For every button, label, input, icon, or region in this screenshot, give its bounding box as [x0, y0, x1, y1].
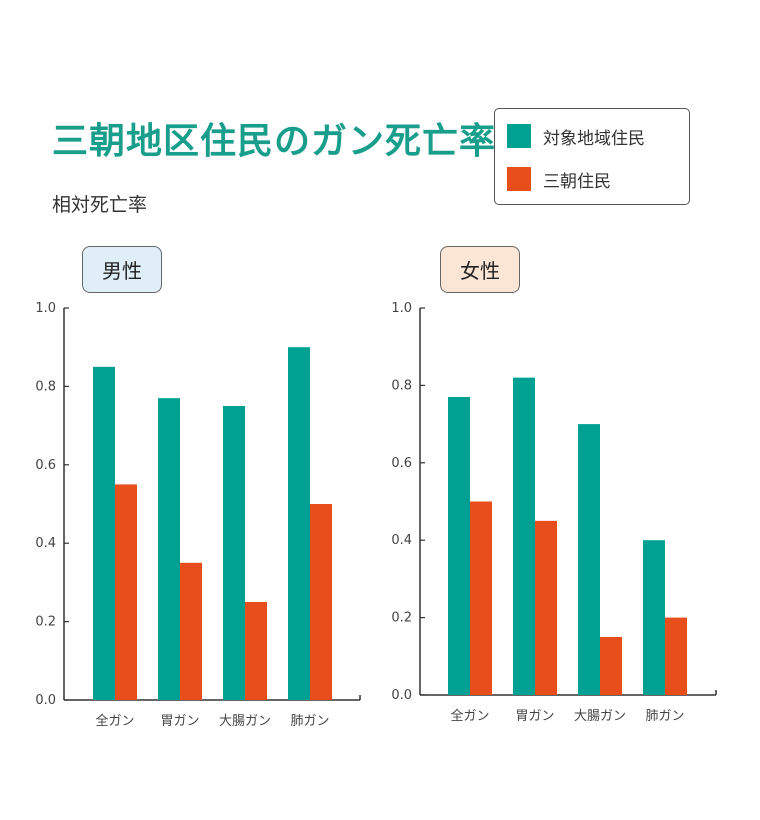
x-category-label: 肺ガン: [290, 714, 329, 729]
bar-target-residents: [93, 366, 115, 700]
y-tick-label: 0.8: [35, 379, 56, 394]
legend-label: 対象地域住民: [543, 128, 645, 149]
bar-target-residents: [448, 397, 470, 695]
chart-subtitle: 相対死亡率: [52, 194, 148, 216]
x-category-label: 大腸ガン: [574, 709, 626, 724]
y-tick-label: 0.4: [391, 533, 412, 548]
bar-target-residents: [643, 540, 665, 695]
bar-misasa-residents: [245, 602, 267, 700]
bar-misasa-residents: [665, 617, 687, 695]
x-category-label: 肺ガン: [645, 709, 684, 724]
bar-misasa-residents: [600, 636, 622, 695]
y-tick-label: 0.2: [35, 615, 56, 630]
x-category-label: 胃ガン: [160, 714, 199, 729]
y-tick-label: 0.2: [391, 611, 412, 626]
y-tick-label: 0.4: [35, 536, 56, 551]
bar-target-residents: [288, 347, 310, 700]
bar-misasa-residents: [115, 484, 137, 700]
bar-target-residents: [513, 377, 535, 695]
x-category-label: 胃ガン: [515, 709, 554, 724]
bar-misasa-residents: [470, 501, 492, 695]
y-tick-label: 0.0: [391, 688, 412, 703]
panel-badge-male: 男性: [82, 246, 162, 293]
legend: 対象地域住民 三朝住民: [494, 108, 690, 205]
y-tick-label: 0.6: [35, 458, 56, 473]
legend-swatch-orange: [507, 167, 531, 191]
bar-misasa-residents: [535, 520, 557, 695]
x-category-label: 全ガン: [450, 708, 489, 724]
legend-label: 三朝住民: [543, 171, 611, 192]
y-tick-label: 1.0: [391, 301, 412, 316]
bar-target-residents: [223, 406, 245, 700]
bar-target-residents: [578, 424, 600, 695]
y-tick-label: 0.0: [35, 693, 56, 708]
x-category-label: 全ガン: [95, 713, 134, 729]
legend-item: 対象地域住民: [507, 123, 645, 149]
x-category-label: 大腸ガン: [219, 714, 271, 729]
bar-misasa-residents: [180, 562, 202, 700]
y-tick-label: 0.8: [391, 378, 412, 393]
y-tick-label: 0.6: [391, 456, 412, 471]
chart-title: 三朝地区住民のガン死亡率: [52, 121, 497, 162]
legend-item: 三朝住民: [507, 166, 611, 192]
legend-swatch-teal: [507, 124, 531, 148]
y-tick-label: 1.0: [35, 301, 56, 316]
bar-target-residents: [158, 398, 180, 700]
panel-badge-female: 女性: [440, 246, 520, 293]
bar-misasa-residents: [310, 504, 332, 700]
